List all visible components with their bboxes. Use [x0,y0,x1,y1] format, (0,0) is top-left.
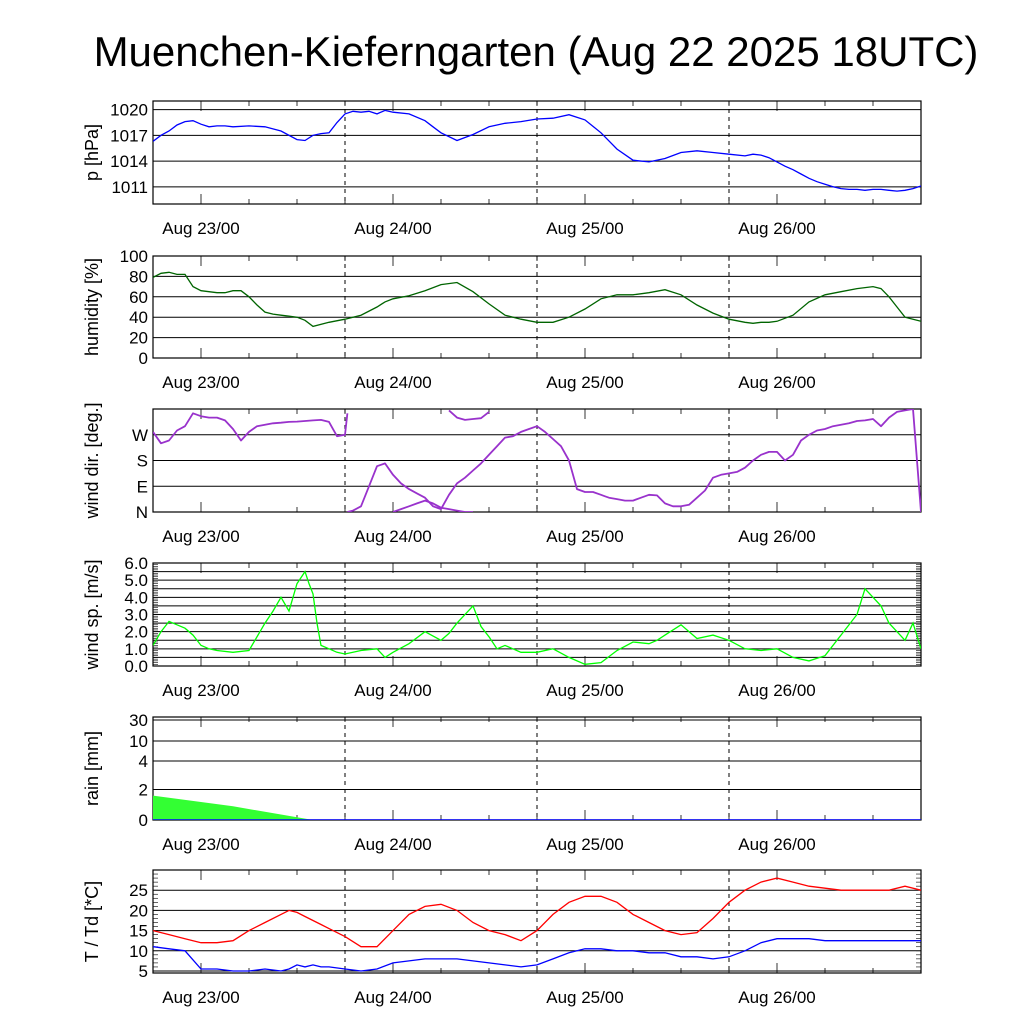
y-tick-label: 1020 [110,101,148,120]
x-tick-label: Aug 25/00 [546,835,624,854]
wind-dir-segment-0 [153,412,349,445]
y-tick-label: 10 [129,732,148,751]
x-tick-label: Aug 24/00 [354,527,432,546]
y-tick-label: 3.0 [124,606,148,625]
series-line-0 [153,877,921,948]
y-tick-label: 80 [129,267,148,286]
data-layer [153,570,921,665]
x-tick-label: Aug 26/00 [738,219,816,238]
y-axis-label: humidity [%] [82,258,102,356]
x-tick-label: Aug 26/00 [738,527,816,546]
rain-accumulation-area [153,795,921,820]
x-tick-label: Aug 23/00 [162,373,240,392]
y-tick-label: N [136,503,148,522]
panel-3: 0.01.02.03.04.05.06.0 Aug 23/00 Aug 24/00 A… [82,554,922,700]
wind-dir-segment-1 [448,409,490,421]
x-tick-label: Aug 24/00 [354,835,432,854]
y-tick-label: 10 [129,942,148,961]
series-line-0 [153,271,921,328]
x-tick-label: Aug 25/00 [546,527,624,546]
x-tick-label: Aug 23/00 [162,219,240,238]
y-tick-label: 5 [139,962,148,981]
y-tick-label: 0.0 [124,657,148,676]
x-tick-label: Aug 25/00 [546,373,624,392]
y-tick-label: W [132,426,148,445]
y-tick-label: 1.0 [124,640,148,659]
y-tick-label: 60 [129,288,148,307]
series-line-0 [153,109,921,192]
y-tick-label: S [137,452,148,471]
wind-dir-segment-3 [347,409,921,512]
x-tick-label: Aug 23/00 [162,527,240,546]
y-axis-label: wind sp. [m/s] [82,559,102,670]
y-tick-label: 0 [139,349,148,368]
x-tick-label: Aug 25/00 [546,988,624,1007]
x-tick-label: Aug 26/00 [738,835,816,854]
x-tick-label: Aug 23/00 [162,681,240,700]
x-tick-label: Aug 24/00 [354,219,432,238]
y-axis-label: T / Td [*C] [82,881,102,962]
panel-0: 1011 1014 1017 1020 Aug 23/00 Aug 24/00 Aug 25… [82,100,922,238]
y-tick-label: 6.0 [124,554,148,573]
x-tick-label: Aug 24/00 [354,681,432,700]
y-tick-label: E [137,477,148,496]
x-tick-label: Aug 26/00 [738,373,816,392]
y-tick-label: 1017 [110,126,148,145]
chart-title: Muenchen-Kieferngarten (Aug 22 2025 18UT… [94,28,979,75]
y-tick-label: 5.0 [124,571,148,590]
data-layer [153,877,921,972]
y-tick-label: 15 [129,922,148,941]
y-axis-label: wind dir. [deg.] [82,402,102,519]
y-tick-label: 4 [139,752,148,771]
y-tick-label: 4.0 [124,588,148,607]
data-layer [153,271,921,328]
y-tick-label: 2 [139,781,148,800]
y-tick-label: 0 [139,811,148,830]
data-layer [153,409,921,512]
y-tick-label: 1014 [110,152,148,171]
y-tick-label: 2.0 [124,623,148,642]
y-tick-label: 25 [129,881,148,900]
data-layer [153,795,921,820]
y-tick-label: 1011 [111,178,148,197]
x-tick-label: Aug 23/00 [162,835,240,854]
x-tick-label: Aug 26/00 [738,681,816,700]
y-tick-label: 100 [120,247,148,266]
y-axis-label: p [hPa] [82,124,102,181]
x-tick-label: Aug 24/00 [354,988,432,1007]
series-line-1 [153,938,921,972]
series-line-0 [153,570,921,665]
data-layer [153,109,921,192]
y-tick-label: 20 [129,329,148,348]
x-tick-label: Aug 23/00 [162,988,240,1007]
y-axis-label: rain [mm] [82,731,102,806]
y-tick-label: 30 [129,711,148,730]
x-tick-label: Aug 24/00 [354,373,432,392]
panel-4: 0 2 410 30 Aug 23/00 Aug 24/00 Aug 25/00 Aug 26… [82,711,922,854]
y-tick-label: 40 [129,308,148,327]
y-tick-label: 20 [129,901,148,920]
x-tick-label: Aug 26/00 [738,988,816,1007]
x-tick-label: Aug 25/00 [546,681,624,700]
x-tick-label: Aug 25/00 [546,219,624,238]
wind-dir-segment-2 [392,499,473,512]
